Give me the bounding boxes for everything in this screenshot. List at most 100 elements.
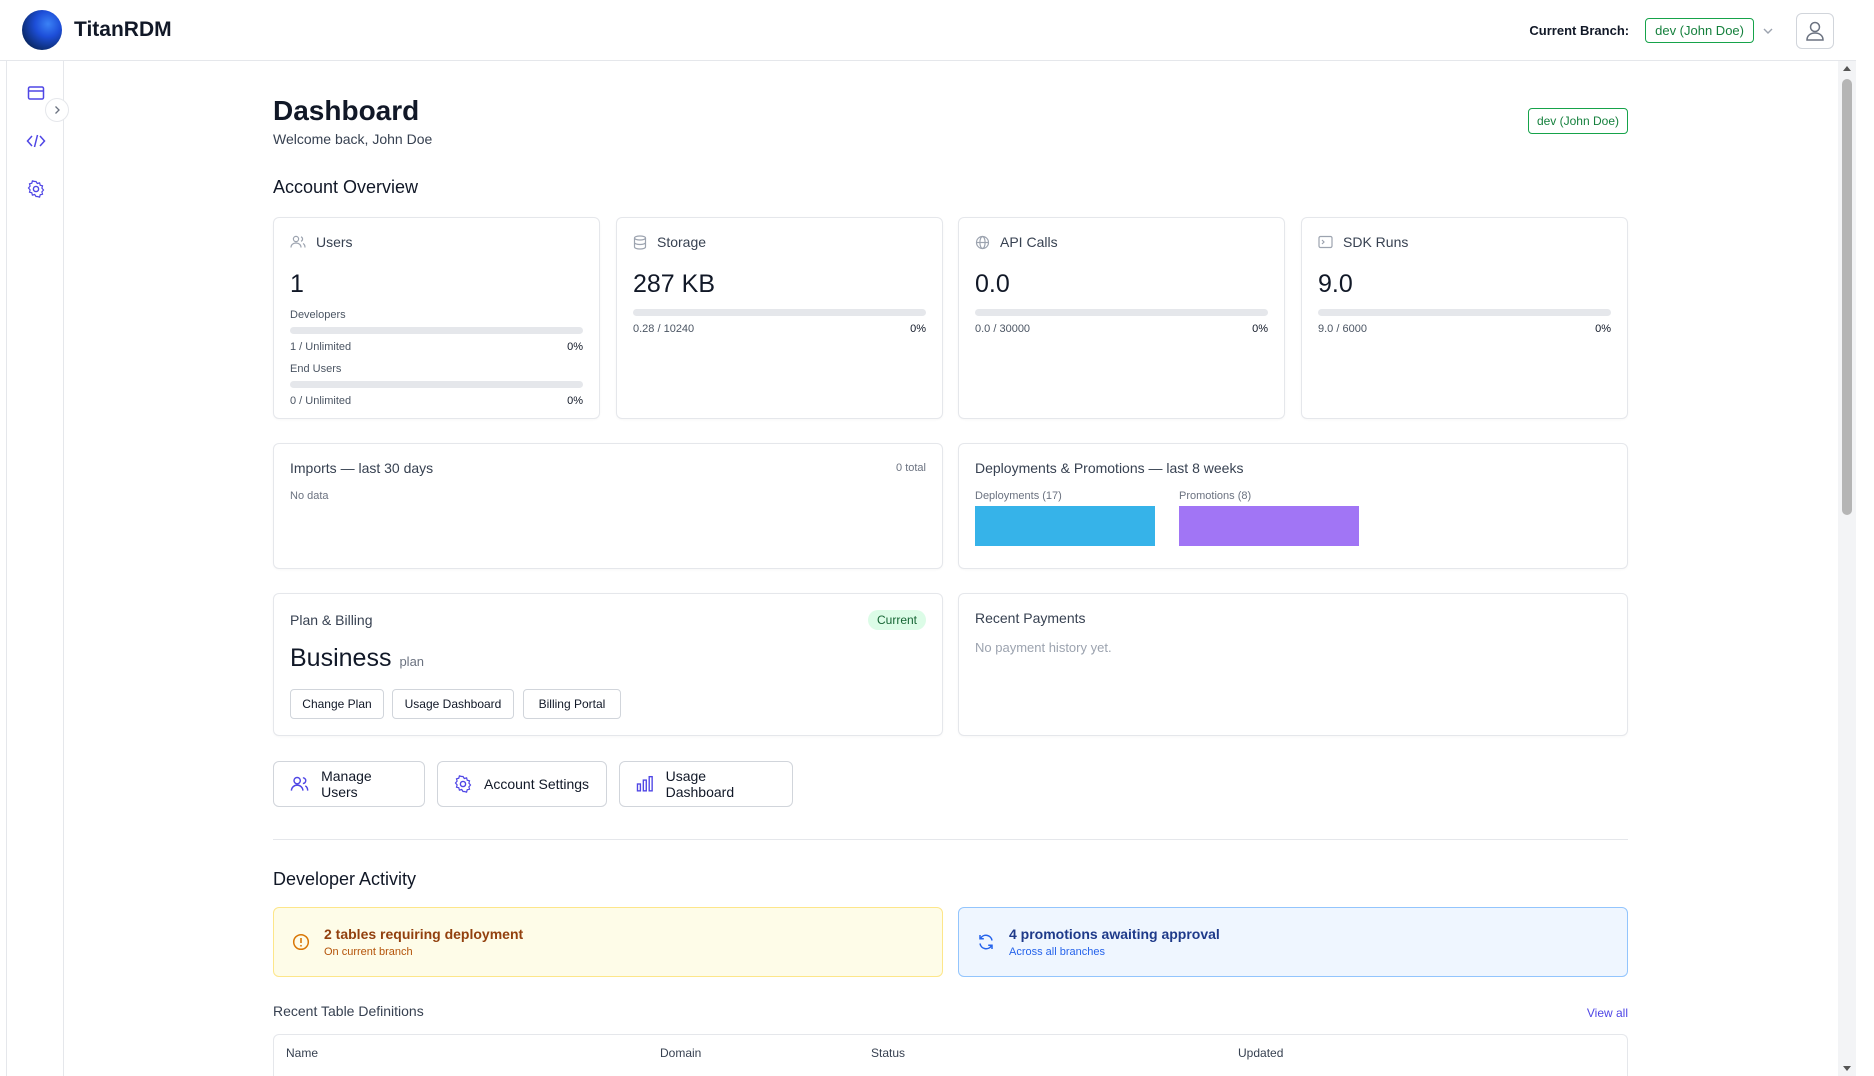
account-overview-title: Account Overview <box>273 177 419 197</box>
window-icon <box>27 86 45 100</box>
col-updated[interactable]: Updated <box>1238 1046 1284 1060</box>
imports-empty: No data <box>290 490 329 502</box>
promotion-alert[interactable]: 4 promotions awaiting approval Across al… <box>958 907 1628 977</box>
promotion-alert-title: 4 promotions awaiting approval <box>1009 926 1220 942</box>
app-name: TitanRDM <box>74 18 172 41</box>
view-all-link[interactable]: View all <box>1586 1006 1628 1020</box>
user-menu-button[interactable] <box>1796 12 1834 49</box>
deployments-title: Deployments & Promotions — last 8 weeks <box>975 460 1244 476</box>
app-logo[interactable] <box>22 10 62 50</box>
sidebar-item-settings[interactable] <box>7 165 65 213</box>
api-calls-card: API Calls 0.0 0.0 / 30000 0% <box>958 217 1285 419</box>
code-icon <box>26 134 46 148</box>
chart-bar[interactable] <box>1179 506 1359 546</box>
sidebar-item-code[interactable] <box>7 117 65 165</box>
col-status[interactable]: Status <box>871 1046 906 1060</box>
bar-chart-icon <box>636 775 653 792</box>
refresh-icon <box>979 934 993 950</box>
chart-label: Deployments (17) <box>975 490 1062 502</box>
sidebar <box>6 61 69 1076</box>
section-divider <box>273 839 1628 840</box>
sdk-runs-count: 9.0 / 6000 <box>1318 323 1367 335</box>
sdk-runs-card: SDK Runs 9.0 9.0 / 6000 0% <box>1301 217 1628 419</box>
promotion-alert-sub: Across all branches <box>1009 946 1105 958</box>
chevron-down-icon[interactable] <box>1762 25 1774 37</box>
gear-icon <box>454 775 472 793</box>
gear-icon <box>27 180 45 198</box>
top-bar: TitanRDM Current Branch: dev (John Doe) <box>0 0 1856 61</box>
sdk-runs-progress <box>1318 309 1611 316</box>
api-calls-value: 0.0 <box>975 270 1010 298</box>
alert-circle-icon <box>292 933 310 951</box>
chart-label: Promotions (8) <box>1179 490 1252 502</box>
plan-name: Business <box>290 644 392 672</box>
users-value: 1 <box>290 270 304 298</box>
recent-tables-table: Name Domain Status Updated <box>273 1034 1628 1076</box>
sidebar-expand-button[interactable] <box>45 98 69 122</box>
account-settings-button[interactable]: Account Settings <box>437 761 607 807</box>
scrollbar[interactable] <box>1838 61 1856 1076</box>
deployments-chart: Deployments (17) Promotions (8) <box>975 490 1611 546</box>
sdk-runs-value: 9.0 <box>1318 270 1353 298</box>
deployment-alert-sub: On current branch <box>324 946 413 958</box>
usage-dashboard-button[interactable]: Usage Dashboard <box>619 761 793 807</box>
users-card: Users 1 Developers 1 / Unlimited 0% End U… <box>273 217 600 419</box>
recent-tables-title: Recent Table Definitions <box>273 1003 424 1019</box>
globe-icon <box>975 235 990 249</box>
header-right: Current Branch: dev (John Doe) <box>1529 0 1834 61</box>
api-calls-count: 0.0 / 30000 <box>975 323 1031 335</box>
imports-title: Imports — last 30 days <box>290 460 434 476</box>
page-title: Dashboard <box>273 95 420 126</box>
current-badge: Current <box>867 610 926 630</box>
chart-bar[interactable] <box>975 506 1155 546</box>
welcome-text: Welcome back, John Doe <box>273 131 433 147</box>
users-label: Users <box>316 234 353 250</box>
users-icon <box>290 235 306 248</box>
database-icon <box>633 234 647 250</box>
billing-portal-button[interactable]: Billing Portal <box>523 689 621 719</box>
developer-activity-title: Developer Activity <box>273 869 417 889</box>
imports-card: Imports — last 30 days 0 total No data <box>273 443 943 569</box>
sdk-runs-pct: 0% <box>1595 323 1611 335</box>
scroll-up-icon[interactable] <box>1843 65 1851 73</box>
plan-billing-title: Plan & Billing <box>290 612 373 628</box>
api-calls-label: API Calls <box>1000 234 1058 250</box>
terminal-icon <box>1318 235 1333 249</box>
chevron-right-icon <box>55 106 60 114</box>
api-calls-progress <box>975 309 1268 316</box>
branch-select[interactable]: dev (John Doe) <box>1645 18 1754 43</box>
end-users-pct: 0% <box>567 395 583 407</box>
branch-label: Current Branch: <box>1529 23 1630 38</box>
developers-label: Developers <box>290 309 346 321</box>
end-users-label: End Users <box>290 363 342 375</box>
end-users-count: 0 / Unlimited <box>290 395 352 407</box>
storage-pct: 0% <box>910 323 926 335</box>
account-settings-label: Account Settings <box>484 776 590 792</box>
end-users-progress <box>290 381 583 388</box>
developers-progress <box>290 327 583 334</box>
developers-pct: 0% <box>567 341 583 353</box>
usage-dashboard-plan-button[interactable]: Usage Dashboard <box>392 689 514 719</box>
change-plan-button[interactable]: Change Plan <box>290 689 384 719</box>
user-icon <box>1806 21 1824 41</box>
developers-count: 1 / Unlimited <box>290 341 352 353</box>
manage-users-label: Manage Users <box>321 768 372 800</box>
col-name[interactable]: Name <box>286 1046 319 1060</box>
sdk-runs-label: SDK Runs <box>1343 234 1409 250</box>
usage-dashboard-label: Usage Dashboard <box>665 768 735 800</box>
scroll-down-icon[interactable] <box>1843 1064 1851 1072</box>
col-domain[interactable]: Domain <box>660 1046 702 1060</box>
sidebar-item-dashboard[interactable] <box>7 69 65 117</box>
manage-users-button[interactable]: Manage Users <box>273 761 425 807</box>
storage-label: Storage <box>657 234 707 250</box>
deployment-alert-title: 2 tables requiring deployment <box>324 926 524 942</box>
deployments-card: Deployments & Promotions — last 8 weeks … <box>958 443 1628 569</box>
storage-progress <box>633 309 926 316</box>
storage-card: Storage 287 KB 0.28 / 10240 0% <box>616 217 943 419</box>
plan-billing-card: Plan & Billing Current Business plan Cha… <box>273 593 943 736</box>
recent-payments-title: Recent Payments <box>975 610 1086 626</box>
scrollbar-thumb[interactable] <box>1842 79 1852 515</box>
deployment-alert[interactable]: 2 tables requiring deployment On current… <box>273 907 943 977</box>
branch-badge: dev (John Doe) <box>1527 108 1628 134</box>
plan-suffix: plan <box>399 654 425 669</box>
